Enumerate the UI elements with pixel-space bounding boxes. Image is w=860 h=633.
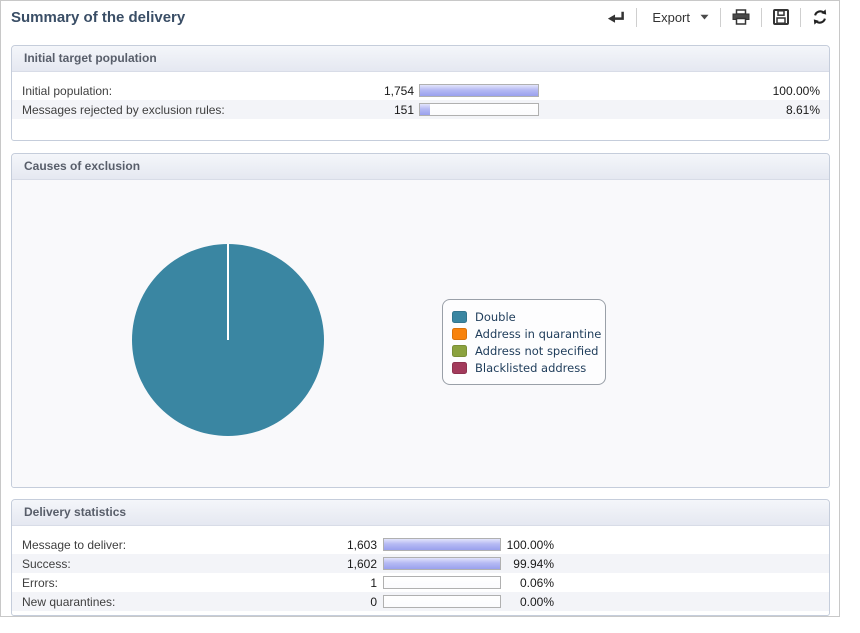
legend-swatch <box>452 310 467 323</box>
refresh-icon <box>813 9 827 25</box>
row-percent: 0.06% <box>519 575 554 590</box>
row-label: Initial population: <box>22 83 113 98</box>
row-value: 151 <box>393 102 414 117</box>
stat-row-message-to-deliver: Message to deliver: 1,603 100.00% <box>12 535 829 554</box>
panel-causes-of-exclusion: Causes of exclusion Double Address in qu… <box>11 153 830 488</box>
export-label: Export <box>652 9 690 25</box>
progress-bar-fill <box>420 104 431 115</box>
stat-row-success: Success: 1,602 99.94% <box>12 554 829 573</box>
stat-row-initial-population: Initial population: 1,754 100.00% <box>12 81 829 100</box>
stat-row-new-quarantines: New quarantines: 0 0.00% <box>12 592 829 611</box>
legend-label: Double <box>475 309 516 324</box>
panel-delivery-statistics: Delivery statistics Message to deliver: … <box>11 499 830 616</box>
legend-swatch <box>452 327 467 340</box>
panel-initial-target-population: Initial target population Initial popula… <box>11 45 830 141</box>
pie-chart-area: Double Address in quarantine Address not… <box>12 180 829 487</box>
printer-icon <box>732 9 750 25</box>
row-label: Errors: <box>22 575 58 590</box>
delivery-summary-page: Summary of the delivery Export <box>0 0 840 617</box>
legend-swatch <box>452 361 467 374</box>
page-title: Summary of the delivery <box>11 9 186 26</box>
legend-label: Address in quarantine <box>475 326 602 341</box>
row-label: Message to deliver: <box>22 537 127 552</box>
row-percent: 0.00% <box>519 594 554 609</box>
chart-legend: Double Address in quarantine Address not… <box>442 299 606 385</box>
export-button[interactable]: Export <box>641 6 716 29</box>
legend-item-address-in-quarantine: Address in quarantine <box>452 325 601 342</box>
row-value: 1 <box>370 575 377 590</box>
print-button[interactable] <box>725 5 757 29</box>
row-label: Messages rejected by exclusion rules: <box>22 102 225 117</box>
stat-row-messages-rejected: Messages rejected by exclusion rules: 15… <box>12 100 829 119</box>
panel-body: Message to deliver: 1,603 100.00% Succes… <box>12 526 829 611</box>
back-button[interactable] <box>599 6 632 29</box>
row-percent: 100.00% <box>506 537 554 552</box>
save-icon <box>773 9 789 25</box>
legend-item-address-not-specified: Address not specified <box>452 342 599 359</box>
row-percent: 100.00% <box>772 83 820 98</box>
panel-body: Initial population: 1,754 100.00% Messag… <box>12 72 829 119</box>
row-value: 0 <box>370 594 377 609</box>
row-label: New quarantines: <box>22 594 116 609</box>
progress-bar <box>383 538 501 551</box>
chevron-down-icon <box>700 14 709 20</box>
progress-bar <box>383 595 501 608</box>
row-label: Success: <box>22 556 71 571</box>
row-percent: 8.61% <box>785 102 820 117</box>
refresh-button[interactable] <box>805 5 835 29</box>
row-percent: 99.94% <box>513 556 554 571</box>
legend-swatch <box>452 344 467 357</box>
back-icon <box>608 11 625 23</box>
toolbar-separator <box>800 7 801 27</box>
progress-bar <box>383 576 501 589</box>
toolbar-separator <box>720 7 721 27</box>
toolbar-separator <box>636 7 638 27</box>
section-header-initial-target: Initial target population <box>12 46 829 72</box>
row-value: 1,603 <box>346 537 377 552</box>
progress-bar-fill <box>420 85 538 96</box>
section-header-delivery-statistics: Delivery statistics <box>12 500 829 526</box>
progress-bar <box>419 84 539 97</box>
title-bar: Summary of the delivery Export <box>1 1 839 39</box>
row-value: 1,754 <box>383 83 414 98</box>
legend-item-blacklisted-address: Blacklisted address <box>452 359 596 376</box>
progress-bar <box>383 557 501 570</box>
save-button[interactable] <box>766 5 796 29</box>
stat-row-errors: Errors: 1 0.06% <box>12 573 829 592</box>
legend-label: Blacklisted address <box>475 360 587 375</box>
progress-bar-fill <box>384 558 500 569</box>
legend-item-double: Double <box>452 308 596 325</box>
progress-bar <box>419 103 539 116</box>
row-value: 1,602 <box>346 556 377 571</box>
progress-bar-fill <box>384 539 500 550</box>
pie-slice-divider <box>227 244 229 340</box>
toolbar-separator <box>761 7 762 27</box>
toolbar: Export <box>599 4 835 30</box>
section-header-causes-exclusion: Causes of exclusion <box>12 154 829 180</box>
legend-label: Address not specified <box>475 343 599 358</box>
